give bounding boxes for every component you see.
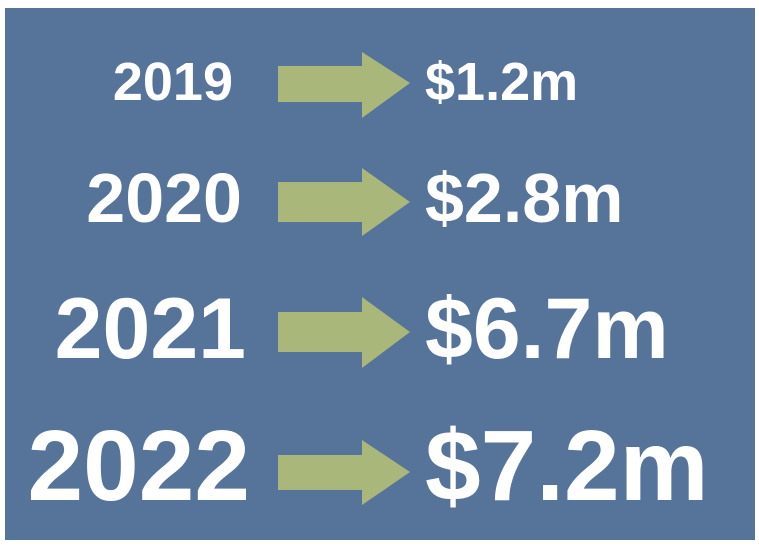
amount: $6.7m	[425, 281, 669, 377]
year: 2022	[28, 410, 250, 522]
amount: $7.2m	[425, 410, 709, 522]
year: 2020	[86, 159, 242, 237]
arrow	[278, 52, 410, 118]
year: 2021	[55, 281, 246, 377]
arrow	[278, 168, 410, 236]
amount: $2.8m	[425, 159, 623, 237]
amount: $1.2m	[425, 52, 578, 112]
arrow	[278, 297, 410, 368]
arrow	[278, 440, 410, 505]
year: 2019	[113, 52, 233, 112]
